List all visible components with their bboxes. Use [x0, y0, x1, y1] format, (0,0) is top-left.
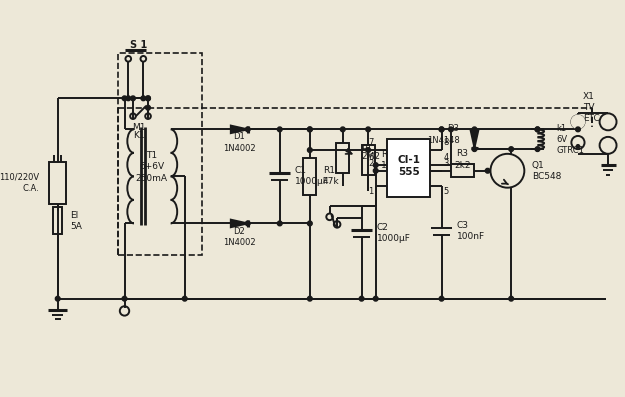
- Text: M1: M1: [132, 123, 146, 132]
- Circle shape: [576, 127, 581, 132]
- Circle shape: [439, 127, 444, 132]
- Bar: [49, 162, 66, 204]
- Circle shape: [146, 96, 151, 101]
- Text: Q1
BC548: Q1 BC548: [532, 161, 561, 181]
- Text: T1
6+6V
250mA: T1 6+6V 250mA: [136, 151, 168, 183]
- Circle shape: [472, 147, 477, 152]
- Circle shape: [122, 96, 127, 101]
- Text: 6: 6: [369, 153, 374, 162]
- Circle shape: [491, 154, 524, 188]
- Circle shape: [509, 296, 514, 301]
- Text: 8: 8: [443, 138, 449, 147]
- Circle shape: [141, 96, 146, 101]
- Circle shape: [472, 127, 477, 132]
- Bar: [336, 143, 349, 173]
- Text: CI-1
555: CI-1 555: [397, 155, 420, 177]
- Circle shape: [366, 127, 371, 132]
- Circle shape: [599, 137, 616, 154]
- Text: 110/220V
C.A.: 110/220V C.A.: [0, 173, 39, 193]
- Text: 7: 7: [369, 138, 374, 147]
- Circle shape: [131, 96, 136, 101]
- Circle shape: [278, 221, 282, 226]
- Circle shape: [485, 168, 490, 173]
- Text: 5: 5: [443, 187, 449, 196]
- Circle shape: [308, 148, 312, 152]
- Circle shape: [373, 168, 378, 173]
- Circle shape: [509, 147, 514, 152]
- Text: R1
47k: R1 47k: [323, 166, 339, 187]
- Bar: [118, 53, 202, 255]
- Text: C1
1000μF: C1 1000μF: [295, 166, 329, 187]
- Circle shape: [308, 127, 312, 132]
- Circle shape: [576, 123, 581, 128]
- Bar: [53, 208, 63, 234]
- Circle shape: [246, 221, 250, 226]
- Text: X1
TV
ETC: X1 TV ETC: [582, 92, 599, 123]
- Circle shape: [126, 96, 131, 101]
- Circle shape: [535, 147, 540, 152]
- Bar: [362, 145, 375, 175]
- Bar: [303, 158, 316, 195]
- Text: P1: P1: [362, 144, 372, 153]
- Circle shape: [146, 96, 151, 101]
- Circle shape: [599, 114, 616, 130]
- Text: C2
1000μF: C2 1000μF: [377, 223, 411, 243]
- Circle shape: [308, 127, 312, 132]
- Text: El
5A: El 5A: [70, 210, 82, 231]
- Circle shape: [308, 296, 312, 301]
- Text: C3
100nF: C3 100nF: [457, 222, 485, 241]
- Bar: [451, 164, 474, 177]
- Polygon shape: [471, 131, 478, 148]
- Text: 2: 2: [369, 159, 374, 168]
- Circle shape: [535, 127, 540, 132]
- Text: D2
1N4002: D2 1N4002: [223, 227, 256, 247]
- Circle shape: [535, 127, 540, 132]
- Circle shape: [122, 296, 127, 301]
- Circle shape: [56, 296, 60, 301]
- Circle shape: [576, 144, 581, 148]
- Polygon shape: [231, 220, 248, 227]
- Text: D1
1N4002: D1 1N4002: [223, 133, 256, 152]
- Circle shape: [146, 105, 151, 110]
- Text: K1: K1: [133, 131, 144, 141]
- Circle shape: [308, 221, 312, 226]
- Text: R3
2k2: R3 2k2: [454, 149, 471, 170]
- Circle shape: [366, 148, 371, 152]
- Circle shape: [439, 296, 444, 301]
- Circle shape: [373, 296, 378, 301]
- Text: R2
100k: R2 100k: [381, 150, 404, 170]
- Text: 2M2: 2M2: [362, 152, 381, 161]
- Circle shape: [439, 127, 444, 132]
- Text: 3: 3: [443, 159, 449, 168]
- Circle shape: [341, 127, 345, 132]
- Circle shape: [246, 127, 250, 132]
- Circle shape: [359, 296, 364, 301]
- Circle shape: [182, 296, 187, 301]
- Text: 4: 4: [443, 153, 449, 162]
- Text: D3
1N4148: D3 1N4148: [427, 125, 459, 145]
- Text: k1
6V
GTRC1: k1 6V GTRC1: [556, 123, 584, 155]
- Circle shape: [449, 127, 453, 132]
- Polygon shape: [231, 125, 248, 133]
- Circle shape: [278, 127, 282, 132]
- Text: S 1: S 1: [130, 40, 148, 50]
- Text: 1: 1: [369, 187, 374, 196]
- Circle shape: [373, 163, 378, 168]
- Bar: [387, 139, 430, 197]
- Circle shape: [571, 115, 584, 128]
